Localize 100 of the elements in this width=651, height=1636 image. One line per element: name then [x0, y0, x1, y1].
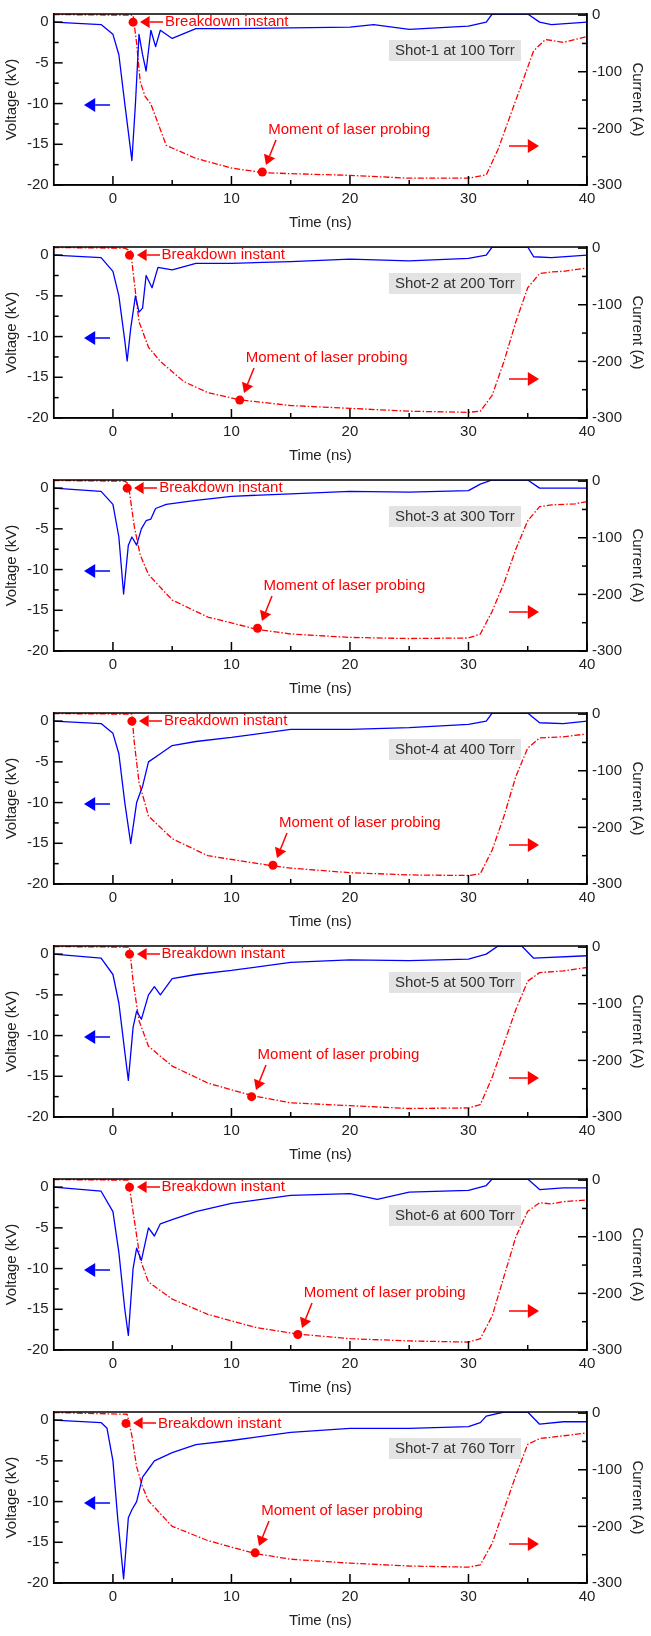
- annotation: Moment of laser probing: [261, 1500, 423, 1518]
- x-tick-label: 20: [341, 1354, 359, 1372]
- y2-axis-title: Current (A): [629, 1227, 647, 1302]
- y-tick-label: -10: [26, 1025, 49, 1043]
- y2-tick-label: -100: [591, 61, 623, 79]
- y-tick-label: -20: [26, 408, 49, 426]
- annotation: Moment of laser probing: [245, 348, 408, 366]
- x-axis-title: Time (ns): [288, 446, 352, 464]
- y-tick-label: 0: [40, 245, 49, 263]
- x-tick-label: 20: [341, 1121, 359, 1139]
- y-tick-label: 0: [40, 12, 49, 30]
- y-tick-label: -5: [35, 985, 49, 1002]
- y-tick-label: 0: [40, 1177, 49, 1195]
- y2-tick-label: -100: [591, 760, 623, 778]
- y-tick-label: -15: [26, 134, 49, 152]
- y2-tick-label: 0: [591, 5, 601, 23]
- y2-tick-label: 0: [591, 238, 601, 256]
- x-tick-label: 10: [223, 1354, 240, 1372]
- y2-tick-label: -200: [591, 817, 623, 835]
- annotation: Breakdown instant: [161, 245, 286, 263]
- y2-tick-label: -100: [591, 1459, 623, 1477]
- y-tick-label: -10: [26, 559, 49, 577]
- y2-tick-label: -200: [591, 351, 623, 369]
- y-axis-title: Voltage (kV): [2, 1456, 20, 1539]
- x-tick-label: 0: [108, 655, 118, 673]
- y-tick-label: 0: [40, 1410, 49, 1428]
- y-tick-label: -20: [26, 1573, 49, 1591]
- y2-tick-label: 0: [591, 1170, 601, 1188]
- y-axis-title: Voltage (kV): [2, 1223, 20, 1306]
- y2-tick-label: 0: [591, 937, 601, 955]
- y2-axis-title: Current (A): [629, 295, 647, 370]
- x-axis-title: Time (ns): [288, 1611, 352, 1629]
- x-tick-label: 30: [460, 1354, 477, 1372]
- y-tick-label: -20: [26, 1340, 49, 1358]
- x-tick-label: 0: [108, 422, 118, 440]
- x-tick-label: 10: [223, 189, 240, 207]
- y-tick-label: -5: [35, 1451, 49, 1468]
- y-axis-title: Voltage (kV): [2, 757, 20, 840]
- x-tick-label: 20: [341, 189, 359, 207]
- annotation: Shot-7 at 760 Torr: [394, 1439, 515, 1457]
- y2-axis-title: Current (A): [629, 528, 647, 603]
- y2-tick-label: 0: [591, 704, 601, 722]
- x-tick-label: 10: [223, 888, 240, 906]
- annotation: Breakdown instant: [161, 1177, 286, 1195]
- x-tick-label: 0: [108, 189, 118, 207]
- y2-tick-label: -100: [591, 527, 623, 545]
- y-tick-label: -5: [35, 519, 49, 536]
- y2-axis-title: Current (A): [629, 994, 647, 1069]
- annotation: Shot-5 at 500 Torr: [394, 973, 515, 991]
- y2-tick-label: -200: [591, 118, 623, 136]
- annotation: Breakdown instant: [163, 711, 289, 729]
- y2-tick-label: 0: [591, 471, 601, 489]
- annotation: Moment of laser probing: [257, 1044, 420, 1062]
- y-tick-label: -15: [26, 1299, 49, 1317]
- x-axis-title: Time (ns): [288, 1378, 352, 1396]
- y-tick-label: -5: [35, 752, 49, 769]
- annotation: Moment of laser probing: [268, 119, 431, 137]
- x-tick-label: 20: [341, 1587, 359, 1605]
- y-tick-label: -10: [26, 792, 49, 810]
- y2-axis-title: Current (A): [629, 761, 647, 836]
- x-axis-title: Time (ns): [288, 912, 352, 930]
- y-tick-label: -15: [26, 1532, 49, 1550]
- y-tick-label: 0: [40, 478, 49, 496]
- y2-axis-title: Current (A): [629, 62, 647, 137]
- y-tick-label: -20: [26, 175, 49, 193]
- annotation: Breakdown instant: [157, 1413, 283, 1431]
- y-tick-label: -5: [35, 1218, 49, 1235]
- y-tick-label: 0: [40, 711, 49, 729]
- x-axis-title: Time (ns): [288, 213, 352, 231]
- y2-tick-label: 0: [591, 1403, 601, 1421]
- annotation: Shot-6 at 600 Torr: [394, 1206, 515, 1224]
- x-axis-title: Time (ns): [288, 1145, 352, 1163]
- annotation: Moment of laser probing: [303, 1282, 466, 1300]
- y-tick-label: -15: [26, 1066, 49, 1084]
- x-tick-label: 10: [223, 1121, 240, 1139]
- y2-tick-label: -100: [591, 294, 623, 312]
- x-axis-title: Time (ns): [288, 679, 352, 697]
- y-tick-label: -15: [26, 600, 49, 618]
- y-tick-label: -5: [35, 53, 49, 70]
- y-axis-title: Voltage (kV): [2, 58, 20, 141]
- x-tick-label: 0: [108, 888, 118, 906]
- y-tick-label: -10: [26, 93, 49, 111]
- x-tick-label: 0: [108, 1354, 118, 1372]
- x-tick-label: 0: [108, 1587, 118, 1605]
- x-tick-label: 10: [223, 422, 240, 440]
- y-axis-title: Voltage (kV): [2, 291, 20, 374]
- x-tick-label: 20: [341, 422, 359, 440]
- y-tick-label: -5: [35, 286, 49, 303]
- x-tick-label: 0: [108, 1121, 118, 1139]
- y-tick-label: -15: [26, 833, 49, 851]
- y-axis-title: Voltage (kV): [2, 524, 20, 607]
- x-tick-label: 30: [460, 189, 477, 207]
- annotation: Shot-3 at 300 Torr: [394, 507, 515, 525]
- y-tick-label: 0: [40, 944, 49, 962]
- x-tick-label: 30: [460, 1121, 477, 1139]
- y-tick-label: -20: [26, 641, 49, 659]
- y2-tick-label: -200: [591, 584, 623, 602]
- x-tick-label: 10: [223, 1587, 240, 1605]
- y-axis-title: Voltage (kV): [2, 990, 20, 1073]
- annotation: Shot-4 at 400 Torr: [394, 740, 515, 758]
